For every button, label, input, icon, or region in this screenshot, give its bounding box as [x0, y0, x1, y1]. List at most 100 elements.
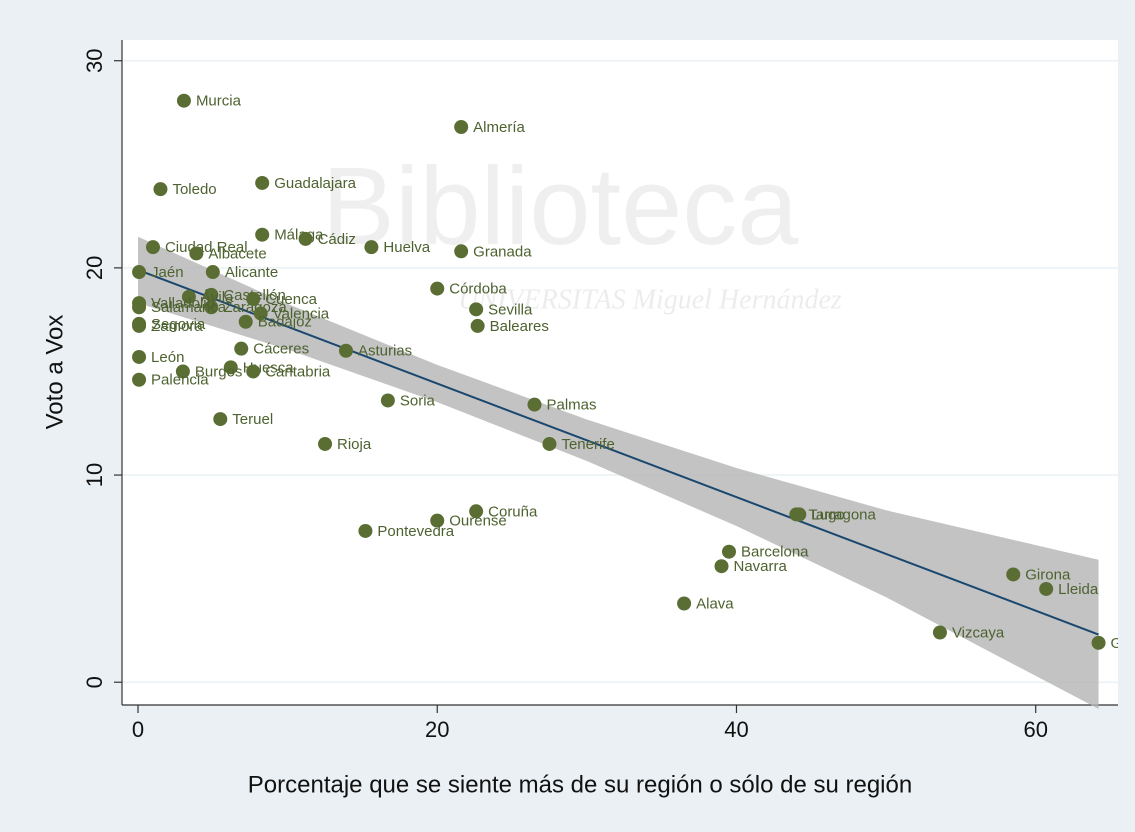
point: [175, 364, 190, 379]
point-label: Cantabria: [265, 363, 331, 380]
point-label: León: [151, 349, 184, 366]
watermark: UNIVERSITAS Miguel Hernández: [458, 284, 842, 315]
point: [255, 175, 270, 190]
point-label: Tarragona: [808, 506, 876, 523]
point: [223, 360, 238, 375]
point: [246, 291, 261, 306]
point-label: Guipúzcoa: [1111, 635, 1135, 652]
point: [469, 504, 484, 519]
point: [721, 544, 736, 559]
y-tick-label: 30: [82, 48, 107, 72]
point: [204, 287, 219, 302]
point-label: Lleida: [1058, 581, 1099, 598]
point-label: Segovia: [151, 316, 206, 333]
point: [132, 372, 147, 387]
point-label: Girona: [1025, 566, 1071, 583]
point: [792, 507, 807, 522]
point: [204, 300, 219, 315]
point-label: Huelva: [383, 239, 430, 256]
point-label: Barcelona: [741, 544, 809, 561]
y-tick-label: 0: [82, 676, 107, 688]
x-tick-label: 20: [425, 717, 449, 742]
point: [542, 436, 557, 451]
point-label: Asturias: [358, 343, 412, 360]
point-label: Alava: [696, 595, 734, 612]
point-label: Rioja: [337, 436, 372, 453]
point: [527, 397, 542, 412]
point-label: Teruel: [232, 411, 273, 428]
fit-line: [137, 269, 1099, 636]
point-label: Lugo: [811, 506, 844, 523]
point-label: Palencia: [151, 372, 209, 389]
point: [318, 436, 333, 451]
point: [246, 364, 261, 379]
point-label: Baleares: [490, 318, 549, 335]
point-label: Jaén: [151, 264, 184, 281]
point: [1039, 581, 1054, 596]
point-label: Sevilla: [488, 301, 533, 318]
point-label: Granada: [473, 243, 532, 260]
point: [132, 300, 147, 315]
point: [132, 265, 147, 280]
point: [132, 318, 147, 333]
point: [1006, 567, 1021, 582]
point: [189, 246, 204, 261]
point: [213, 412, 228, 427]
confidence-band: [138, 236, 1099, 709]
point: [153, 182, 168, 197]
point-label: Cáceres: [253, 341, 309, 358]
point: [255, 227, 270, 242]
point-label: Tenerife: [561, 436, 614, 453]
y-tick-label: 20: [82, 256, 107, 280]
point: [238, 314, 253, 329]
point-label: Cádiz: [318, 231, 356, 248]
x-axis-title: Porcentaje que se siente más de su regió…: [248, 771, 912, 798]
point: [234, 341, 249, 356]
point: [470, 318, 485, 333]
point-label: Cuenca: [265, 291, 317, 308]
point-label: Córdoba: [449, 281, 507, 298]
point-label: Zamora: [151, 318, 203, 335]
x-tick-label: 60: [1023, 717, 1047, 742]
point-label: Ciudad Real: [165, 239, 248, 256]
point-label: Navarra: [734, 558, 788, 575]
point: [430, 281, 445, 296]
x-tick-label: 40: [724, 717, 748, 742]
point-label: Salamanca: [151, 299, 227, 316]
point-label: Albacete: [208, 245, 266, 262]
point-label: Badajoz: [258, 314, 312, 331]
y-tick-label: 10: [82, 463, 107, 487]
point: [145, 240, 160, 255]
point: [253, 306, 268, 321]
point-label: Burgos: [195, 363, 243, 380]
point: [932, 625, 947, 640]
point: [1091, 635, 1106, 650]
point-label: Ourense: [449, 513, 507, 530]
point: [132, 349, 147, 364]
point-label: Soria: [400, 392, 436, 409]
point: [358, 523, 373, 538]
point: [677, 596, 692, 611]
point: [205, 265, 220, 280]
point-label: Guadalajara: [274, 175, 356, 192]
point-label: Valencia: [273, 305, 330, 322]
point: [714, 559, 729, 574]
point: [298, 231, 313, 246]
point-label: Pontevedra: [377, 523, 454, 540]
point: [338, 343, 353, 358]
point: [364, 240, 379, 255]
point: [176, 93, 191, 108]
point: [454, 244, 469, 259]
point-label: Valladolid: [151, 295, 215, 312]
point-label: Murcia: [196, 93, 242, 110]
point-label: Toledo: [172, 181, 216, 198]
point: [430, 513, 445, 528]
point: [380, 393, 395, 408]
watermark: Biblioteca: [322, 145, 800, 268]
point: [469, 302, 484, 317]
point-label: Coruña: [488, 503, 538, 520]
y-axis-title: Voto a Vox: [41, 315, 68, 430]
